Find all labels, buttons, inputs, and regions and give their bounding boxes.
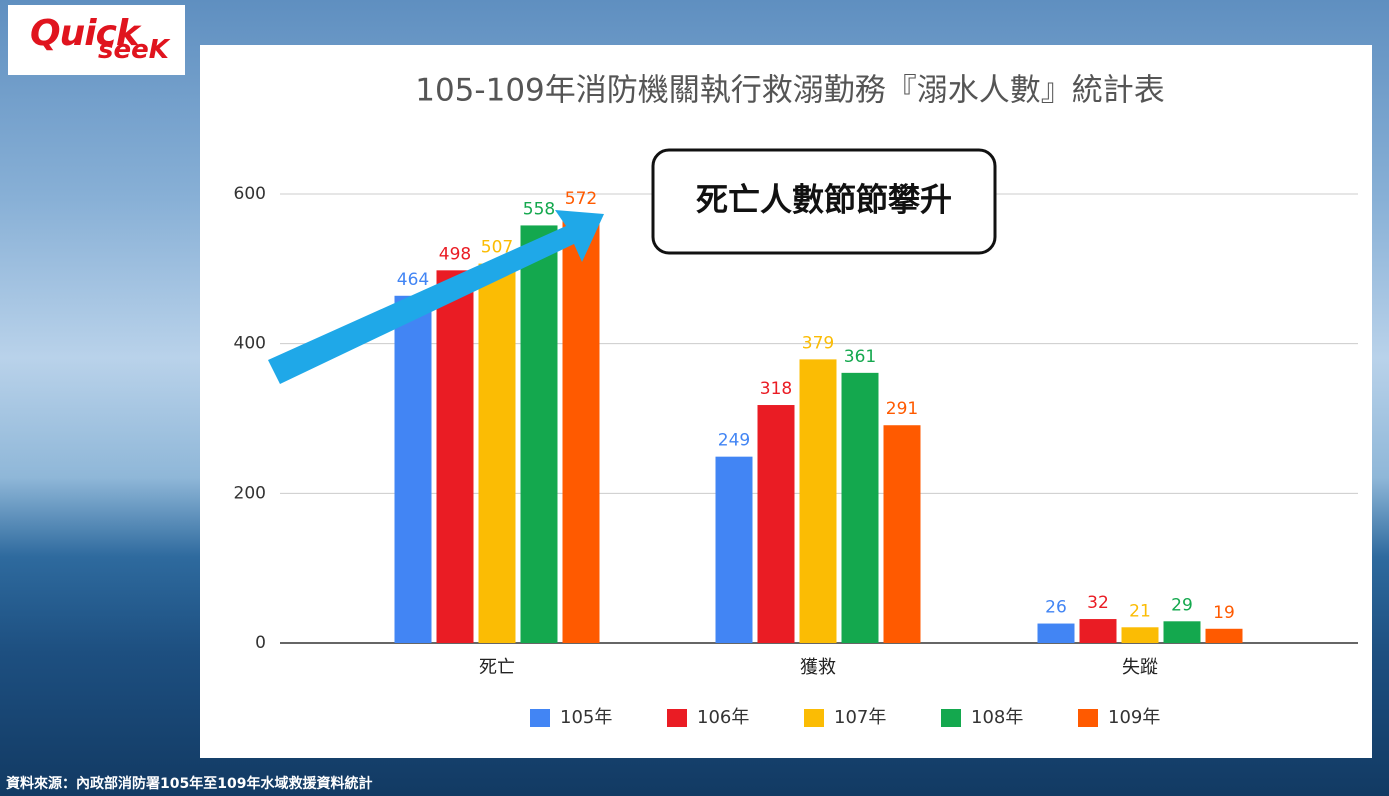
data-label: 498: [439, 244, 471, 264]
logo-text: Quick: [30, 13, 140, 54]
data-label: 558: [523, 199, 555, 219]
legend-label: 109年: [1108, 707, 1160, 728]
bar: [1037, 623, 1075, 643]
data-label: 29: [1171, 595, 1193, 615]
data-label: 32: [1087, 593, 1109, 613]
bar: [394, 295, 432, 643]
x-tick-label: 死亡: [479, 657, 515, 678]
annotation-box: [651, 148, 997, 255]
chart-title: 105-109年消防機關執行救溺勤務『溺水人數』統計表: [415, 73, 1165, 109]
bar: [1205, 628, 1243, 643]
legend-label: 106年: [697, 707, 749, 728]
data-label: 507: [481, 238, 513, 258]
data-label: 572: [565, 189, 597, 209]
data-label: 21: [1129, 601, 1151, 621]
bar: [520, 225, 558, 643]
bar: [478, 263, 516, 643]
legend-swatch: [941, 709, 961, 727]
legend-swatch: [1078, 709, 1098, 727]
data-label: 291: [886, 399, 918, 419]
y-tick-label: 0: [255, 633, 266, 653]
bar: [757, 405, 795, 643]
data-label: 318: [760, 379, 792, 399]
data-label: 379: [802, 333, 834, 353]
bar: [883, 425, 921, 643]
bar: [1079, 619, 1117, 643]
y-tick-label: 600: [234, 184, 266, 204]
bar: [1163, 621, 1201, 643]
bar: [1121, 627, 1159, 643]
legend-swatch: [530, 709, 550, 727]
data-label: 249: [718, 431, 750, 451]
data-label: 19: [1213, 603, 1235, 623]
legend-swatch: [804, 709, 824, 727]
annotation: 死亡人數節節攀升: [696, 181, 952, 219]
bar: [436, 270, 474, 643]
y-tick-label: 400: [234, 334, 266, 354]
x-tick-label: 獲救: [800, 657, 836, 678]
arrow: [268, 210, 604, 384]
logo: Quick seeK: [8, 5, 185, 75]
bar: [562, 214, 600, 643]
data-label: 361: [844, 347, 876, 367]
legend-label: 108年: [971, 707, 1023, 728]
y-tick-label: 200: [234, 483, 266, 503]
legend-label: 105年: [560, 707, 612, 728]
bar: [799, 359, 837, 643]
legend-label: 107年: [834, 707, 886, 728]
bar: [841, 372, 879, 643]
data-label: 26: [1045, 598, 1067, 618]
x-tick-label: 失蹤: [1122, 657, 1158, 678]
data-label: 464: [397, 270, 429, 290]
legend-swatch: [667, 709, 687, 727]
source-note: 資料來源：內政部消防署105年至109年水域救援資料統計: [6, 776, 373, 792]
bar: [715, 456, 753, 643]
logo-text: seeK: [98, 35, 169, 65]
